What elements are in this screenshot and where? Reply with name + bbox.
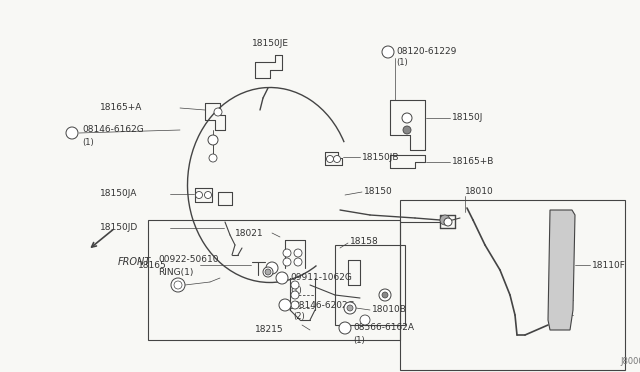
Text: 18110F: 18110F [592,260,626,269]
Circle shape [382,292,388,298]
Text: FRONT: FRONT [118,257,151,267]
Bar [400,200,625,370]
Text: 18021: 18021 [235,228,264,237]
Text: B: B [282,301,288,310]
Circle shape [205,192,211,199]
Text: 18150JA: 18150JA [100,189,138,199]
Text: 18150JB: 18150JB [362,153,399,161]
Text: 18165: 18165 [138,260,167,269]
Text: S: S [342,324,348,333]
Circle shape [283,249,291,257]
Circle shape [279,299,291,311]
Circle shape [208,135,218,145]
Text: 18165+B: 18165+B [452,157,494,167]
Polygon shape [548,210,575,330]
Text: J8000*: J8000* [620,357,640,366]
Text: N: N [279,273,285,282]
Text: B: B [69,128,75,138]
Text: 18010: 18010 [465,187,493,196]
Circle shape [347,305,353,311]
Text: 18158: 18158 [350,237,379,247]
Circle shape [344,302,356,314]
Circle shape [360,315,370,325]
Circle shape [66,127,78,139]
Text: 08146-6162G: 08146-6162G [82,125,144,135]
Circle shape [440,215,450,225]
Circle shape [291,301,299,309]
Text: 18010B: 18010B [372,305,407,314]
Circle shape [326,155,333,163]
Circle shape [174,281,182,289]
Text: 09911-1062G: 09911-1062G [290,273,352,282]
Text: (1): (1) [82,138,93,148]
Bar [148,220,400,340]
Circle shape [171,278,185,292]
Text: 08566-6162A: 08566-6162A [353,324,414,333]
Circle shape [382,46,394,58]
Circle shape [291,281,299,289]
Text: (1): (1) [290,285,301,295]
Circle shape [276,272,288,284]
Circle shape [263,267,273,277]
Text: 18150JD: 18150JD [100,224,138,232]
Text: 18150JE: 18150JE [252,38,289,48]
Circle shape [339,322,351,334]
Circle shape [214,108,222,116]
Circle shape [403,126,411,134]
Text: (2): (2) [293,312,305,321]
Text: 18150J: 18150J [452,113,483,122]
Circle shape [294,258,302,266]
Circle shape [444,218,452,226]
Circle shape [283,258,291,266]
Circle shape [379,289,391,301]
Circle shape [195,192,202,199]
Text: (1): (1) [396,58,408,67]
Text: 18150: 18150 [364,187,393,196]
Circle shape [266,262,278,274]
Circle shape [333,155,340,163]
Circle shape [265,269,271,275]
Text: 18215: 18215 [255,326,284,334]
Circle shape [291,291,299,299]
Bar [335,245,405,325]
Text: 00922-50610: 00922-50610 [158,256,218,264]
Circle shape [294,249,302,257]
Text: 18165+A: 18165+A [100,103,142,112]
Text: (1): (1) [353,336,365,344]
Text: B: B [385,48,391,57]
Text: RING(1): RING(1) [158,267,193,276]
Circle shape [209,154,217,162]
Text: 08120-61229: 08120-61229 [396,48,456,57]
Circle shape [402,113,412,123]
Text: 08146-6202G: 08146-6202G [293,301,355,310]
